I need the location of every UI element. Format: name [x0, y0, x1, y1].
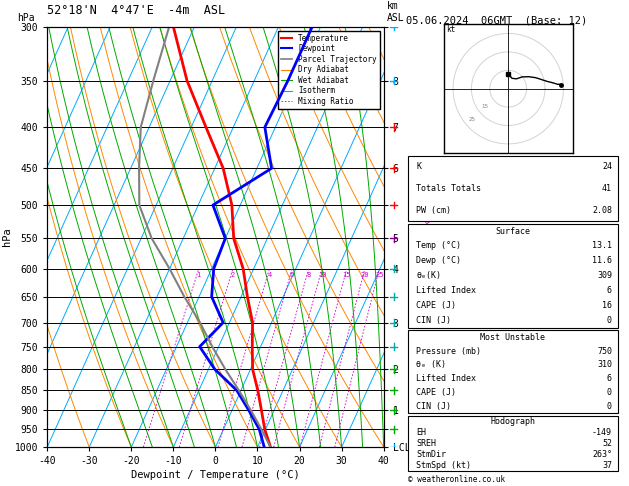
X-axis label: Dewpoint / Temperature (°C): Dewpoint / Temperature (°C): [131, 470, 300, 480]
Text: 15: 15: [482, 104, 489, 109]
Text: θₑ (K): θₑ (K): [416, 361, 446, 369]
Text: 0: 0: [607, 402, 612, 411]
Text: CIN (J): CIN (J): [416, 402, 451, 411]
Text: EH: EH: [416, 428, 426, 437]
Y-axis label: hPa: hPa: [2, 227, 12, 246]
Text: 2.08: 2.08: [592, 206, 612, 215]
Text: Mixing Ratio (g/kg): Mixing Ratio (g/kg): [424, 210, 433, 305]
Text: Totals Totals: Totals Totals: [416, 184, 481, 193]
Text: 37: 37: [602, 461, 612, 470]
Text: StmDir: StmDir: [416, 450, 446, 459]
Text: 20: 20: [360, 272, 369, 278]
Text: SREH: SREH: [416, 439, 436, 448]
Text: 25: 25: [375, 272, 384, 278]
Text: © weatheronline.co.uk: © weatheronline.co.uk: [408, 474, 504, 484]
Text: CAPE (J): CAPE (J): [416, 388, 456, 397]
Text: PW (cm): PW (cm): [416, 206, 451, 215]
Text: Most Unstable: Most Unstable: [481, 333, 545, 342]
Text: -149: -149: [592, 428, 612, 437]
Text: 4: 4: [267, 272, 272, 278]
Legend: Temperature, Dewpoint, Parcel Trajectory, Dry Adiabat, Wet Adiabat, Isotherm, Mi: Temperature, Dewpoint, Parcel Trajectory…: [277, 31, 380, 109]
Text: 05.06.2024  06GMT  (Base: 12): 05.06.2024 06GMT (Base: 12): [406, 16, 587, 26]
Text: 1: 1: [197, 272, 201, 278]
Text: kt: kt: [446, 25, 455, 34]
Text: 16: 16: [602, 301, 612, 310]
Text: 52: 52: [602, 439, 612, 448]
Text: 24: 24: [602, 162, 612, 171]
Text: Temp (°C): Temp (°C): [416, 242, 461, 250]
Text: Dewp (°C): Dewp (°C): [416, 257, 461, 265]
Text: 263°: 263°: [592, 450, 612, 459]
Text: Hodograph: Hodograph: [491, 417, 535, 426]
Text: 15: 15: [342, 272, 351, 278]
Text: 6: 6: [607, 286, 612, 295]
Text: 310: 310: [597, 361, 612, 369]
Text: hPa: hPa: [17, 13, 35, 22]
Text: 309: 309: [597, 271, 612, 280]
Text: 13.1: 13.1: [592, 242, 612, 250]
Text: 2: 2: [231, 272, 235, 278]
Text: CAPE (J): CAPE (J): [416, 301, 456, 310]
Text: 8: 8: [306, 272, 311, 278]
Text: km
ASL: km ASL: [387, 1, 404, 22]
Text: 10: 10: [318, 272, 326, 278]
Text: 11.6: 11.6: [592, 257, 612, 265]
Text: 41: 41: [602, 184, 612, 193]
Text: Lifted Index: Lifted Index: [416, 374, 476, 383]
Text: Lifted Index: Lifted Index: [416, 286, 476, 295]
Text: StmSpd (kt): StmSpd (kt): [416, 461, 471, 470]
Text: Surface: Surface: [496, 226, 530, 236]
Text: K: K: [416, 162, 421, 171]
Text: 0: 0: [607, 316, 612, 325]
Text: 0: 0: [607, 388, 612, 397]
Text: Pressure (mb): Pressure (mb): [416, 347, 481, 356]
Text: 25: 25: [469, 117, 476, 122]
Text: CIN (J): CIN (J): [416, 316, 451, 325]
Text: 6: 6: [607, 374, 612, 383]
Text: 6: 6: [290, 272, 294, 278]
Text: 52°18'N  4°47'E  -4m  ASL: 52°18'N 4°47'E -4m ASL: [47, 4, 225, 17]
Text: 750: 750: [597, 347, 612, 356]
Text: θₑ(K): θₑ(K): [416, 271, 441, 280]
